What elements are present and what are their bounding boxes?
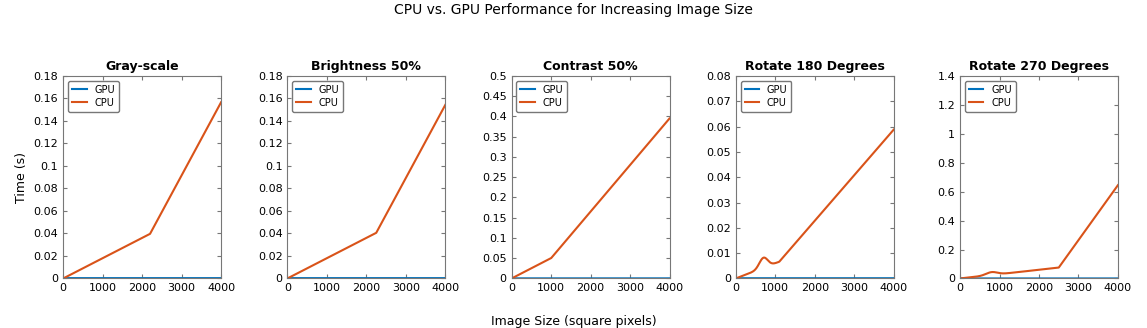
GPU — [180, 276, 194, 280]
GPU — [434, 276, 447, 280]
Title: Rotate 180 Degrees: Rotate 180 Degrees — [744, 60, 884, 73]
CPU — [882, 133, 896, 137]
GPU — [805, 276, 819, 280]
CPU — [1025, 269, 1039, 273]
Legend: GPU, CPU: GPU, CPU — [292, 81, 343, 112]
CPU — [663, 116, 677, 120]
CPU — [853, 166, 867, 170]
CPU — [729, 277, 743, 280]
Line: CPU: CPU — [288, 105, 445, 278]
CPU — [133, 237, 147, 241]
CPU — [434, 112, 447, 115]
CPU — [802, 226, 816, 230]
CPU — [577, 217, 591, 221]
CPU — [658, 122, 672, 126]
GPU — [658, 277, 672, 280]
CPU — [357, 237, 370, 241]
GPU — [1107, 277, 1121, 280]
CPU — [281, 277, 295, 280]
CPU — [1077, 230, 1091, 234]
GPU — [505, 277, 518, 280]
Line: CPU: CPU — [960, 185, 1118, 278]
GPU — [582, 277, 595, 280]
Line: CPU: CPU — [63, 102, 221, 278]
CPU — [210, 109, 224, 113]
GPU — [961, 277, 975, 280]
CPU — [438, 103, 452, 107]
CPU — [882, 133, 896, 137]
CPU — [289, 272, 303, 276]
CPU — [180, 162, 194, 166]
Text: Image Size (square pixels): Image Size (square pixels) — [491, 315, 656, 328]
GPU — [953, 277, 967, 280]
CPU — [214, 100, 228, 104]
CPU — [1107, 190, 1121, 194]
GPU — [405, 276, 419, 280]
CPU — [1030, 268, 1044, 272]
CPU — [582, 212, 595, 216]
GPU — [357, 276, 370, 280]
CPU — [64, 272, 78, 276]
CPU — [56, 277, 70, 280]
GPU — [738, 276, 751, 280]
CPU — [210, 109, 224, 113]
GPU — [882, 276, 896, 280]
CPU — [434, 112, 447, 115]
GPU — [729, 276, 743, 280]
GPU — [56, 276, 70, 280]
CPU — [738, 274, 751, 277]
Line: CPU: CPU — [512, 118, 670, 278]
CPU — [961, 276, 975, 279]
Y-axis label: Time (s): Time (s) — [15, 152, 28, 203]
GPU — [663, 277, 677, 280]
Legend: GPU, CPU: GPU, CPU — [965, 81, 1015, 112]
GPU — [214, 276, 228, 280]
CPU — [805, 221, 819, 225]
CPU — [887, 128, 900, 132]
GPU — [1107, 277, 1121, 280]
Legend: GPU, CPU: GPU, CPU — [741, 81, 791, 112]
Text: CPU vs. GPU Performance for Increasing Image Size: CPU vs. GPU Performance for Increasing I… — [395, 3, 752, 17]
CPU — [658, 122, 672, 126]
GPU — [353, 276, 367, 280]
CPU — [953, 277, 967, 280]
Line: CPU: CPU — [736, 130, 894, 278]
CPU — [353, 239, 367, 243]
GPU — [513, 277, 526, 280]
CPU — [128, 239, 142, 243]
CPU — [405, 165, 419, 169]
GPU — [629, 277, 642, 280]
GPU — [289, 276, 303, 280]
GPU — [64, 276, 78, 280]
CPU — [629, 156, 642, 160]
GPU — [434, 276, 447, 280]
GPU — [1111, 277, 1125, 280]
CPU — [505, 277, 518, 280]
GPU — [210, 276, 224, 280]
GPU — [882, 276, 896, 280]
Title: Contrast 50%: Contrast 50% — [544, 60, 638, 73]
GPU — [802, 276, 816, 280]
GPU — [210, 276, 224, 280]
GPU — [1025, 277, 1039, 280]
GPU — [887, 276, 900, 280]
Legend: GPU, CPU: GPU, CPU — [68, 81, 119, 112]
Legend: GPU, CPU: GPU, CPU — [516, 81, 568, 112]
GPU — [1030, 277, 1044, 280]
Title: Gray-scale: Gray-scale — [106, 60, 179, 73]
CPU — [513, 272, 526, 276]
GPU — [658, 277, 672, 280]
GPU — [281, 276, 295, 280]
GPU — [438, 276, 452, 280]
GPU — [577, 277, 591, 280]
GPU — [128, 276, 142, 280]
CPU — [1111, 183, 1125, 187]
Title: Brightness 50%: Brightness 50% — [311, 60, 421, 73]
CPU — [1107, 190, 1121, 194]
GPU — [1077, 277, 1091, 280]
GPU — [853, 276, 867, 280]
GPU — [133, 276, 147, 280]
Title: Rotate 270 Degrees: Rotate 270 Degrees — [969, 60, 1109, 73]
